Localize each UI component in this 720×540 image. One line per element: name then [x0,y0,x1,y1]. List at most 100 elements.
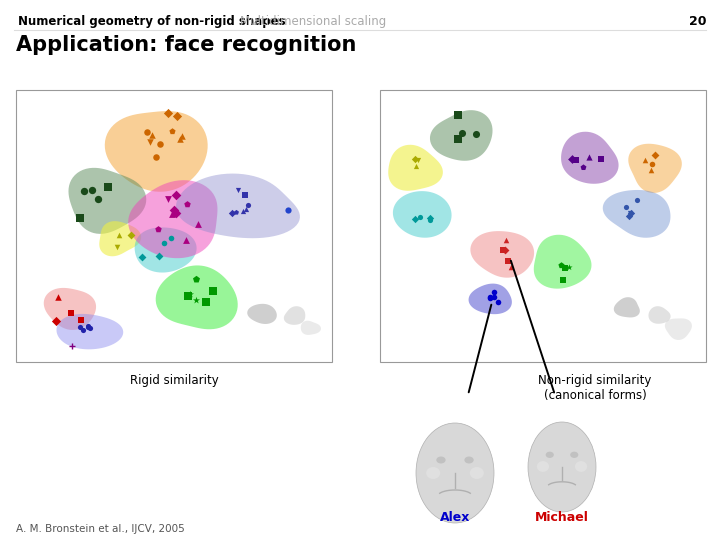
Point [624,208,635,217]
Point [470,130,482,138]
Ellipse shape [436,456,446,463]
Point [154,140,166,149]
Point [240,205,252,214]
Point [75,322,86,331]
Point [414,213,426,221]
Point [555,261,567,269]
Polygon shape [388,145,443,191]
Point [65,308,76,317]
Point [499,246,510,254]
Polygon shape [128,180,217,258]
Polygon shape [603,190,670,238]
Point [230,207,241,216]
Bar [380,90,706,362]
Point [52,293,63,301]
Point [557,275,568,284]
Point [631,195,643,204]
Point [158,238,169,247]
Point [485,294,496,302]
Polygon shape [284,306,305,325]
Point [649,151,660,160]
Point [176,132,187,141]
Point [170,208,181,217]
Polygon shape [99,221,141,256]
Ellipse shape [528,422,596,512]
Point [492,298,503,306]
Point [452,110,464,119]
Polygon shape [56,314,123,349]
Point [570,156,582,164]
Ellipse shape [537,461,549,472]
Point [150,153,161,161]
Polygon shape [469,284,512,314]
Point [488,293,500,302]
Text: Multidimensional scaling: Multidimensional scaling [240,15,386,28]
Polygon shape [561,132,618,184]
Point [86,186,97,194]
Polygon shape [430,110,492,161]
Point [191,296,202,305]
Point [82,322,94,331]
Point [243,201,254,210]
Polygon shape [393,191,451,238]
Ellipse shape [416,423,494,523]
Point [103,182,114,191]
Point [424,213,436,222]
Point [166,209,177,218]
Text: Michael: Michael [535,511,589,524]
Point [84,324,96,333]
Point [166,233,177,242]
Point [240,190,251,199]
Point [163,109,174,117]
Point [559,264,571,273]
Polygon shape [614,297,640,318]
Point [192,219,203,228]
Point [83,322,94,330]
Polygon shape [301,321,321,335]
Point [639,156,651,165]
Point [93,195,104,204]
Point [184,290,196,299]
Point [182,292,194,300]
Point [136,253,148,262]
Point [207,287,218,296]
Point [181,200,193,208]
Text: Rigid similarity: Rigid similarity [130,374,218,387]
Polygon shape [470,231,534,278]
Text: 20: 20 [688,15,706,28]
Point [180,235,192,244]
Polygon shape [665,319,692,340]
Polygon shape [534,235,591,289]
Polygon shape [68,168,146,234]
Point [645,166,657,175]
Point [50,317,61,326]
Ellipse shape [426,467,440,479]
Point [237,207,248,215]
Point [168,208,180,217]
Ellipse shape [570,451,578,458]
Point [168,206,180,214]
Polygon shape [135,227,197,273]
Bar [16,90,332,362]
Point [452,134,464,143]
Point [566,155,577,164]
Polygon shape [247,304,276,324]
Point [125,231,137,240]
Ellipse shape [575,461,588,472]
Text: Alex: Alex [440,511,470,524]
Point [226,208,238,217]
Point [113,231,125,239]
Point [498,246,509,255]
Text: A. M. Bronstein et al., IJCV, 2005: A. M. Bronstein et al., IJCV, 2005 [16,524,185,534]
Polygon shape [629,144,682,193]
Point [424,216,436,225]
Point [564,262,575,271]
Polygon shape [649,306,670,324]
Ellipse shape [464,456,474,463]
Point [505,262,517,271]
Point [141,127,153,136]
Point [74,213,86,222]
Point [500,235,512,244]
Point [409,215,420,224]
Text: Non-rigid similarity
(canonical forms): Non-rigid similarity (canonical forms) [539,374,652,402]
